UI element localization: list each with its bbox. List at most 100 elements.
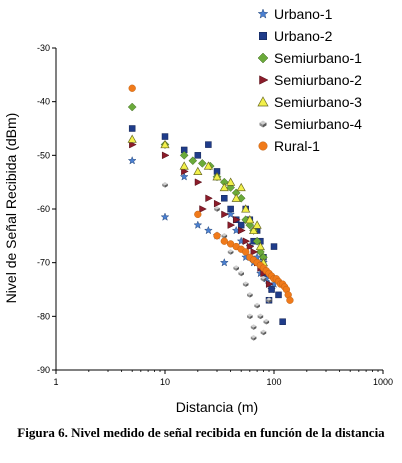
cube-left <box>214 207 218 212</box>
data-point <box>227 249 234 255</box>
data-point <box>270 243 278 250</box>
data-point <box>227 205 234 213</box>
data-point <box>181 167 189 176</box>
cube-left <box>242 283 246 287</box>
chart-points <box>127 84 294 341</box>
data-point <box>226 177 236 186</box>
data-point <box>266 297 272 304</box>
cube-top <box>259 120 267 125</box>
data-point <box>193 166 203 175</box>
legend-marker <box>257 8 269 19</box>
data-point <box>247 292 253 298</box>
y-tick-label: -80 <box>37 311 50 321</box>
legend-label: Rural-1 <box>274 138 320 154</box>
legend-label: Semiurbano-3 <box>274 94 362 110</box>
cube-top <box>250 335 257 339</box>
data-point <box>252 236 262 246</box>
cube-right <box>263 277 267 282</box>
data-point <box>242 248 250 256</box>
scatter-chart: -30 -40 -50 -60 -70 -80 -901 10 100 1000 Urbano-1… <box>3 6 393 415</box>
x-tick-label: 1000 <box>373 377 393 387</box>
data-point <box>160 212 170 221</box>
data-point <box>212 172 222 181</box>
series-semiurbano-3 <box>127 134 269 267</box>
data-point <box>127 134 137 143</box>
series-semiurbano-4 <box>162 182 272 341</box>
cube-right <box>249 293 253 298</box>
data-point <box>160 139 170 149</box>
data-point <box>252 252 262 262</box>
cube-top <box>233 265 240 269</box>
data-point <box>221 210 229 219</box>
cube-left <box>247 293 250 298</box>
cube-top <box>221 233 228 237</box>
data-point <box>179 172 189 181</box>
cube-left <box>227 250 231 255</box>
data-point <box>231 193 241 202</box>
data-point <box>127 102 137 112</box>
data-point <box>127 155 137 165</box>
chart-legend: Urbano-1 Urbano-2 Semiurbano-1 Semiurbano-2… <box>257 6 362 154</box>
data-point <box>179 161 189 170</box>
x-axis-title: Distancia (m) <box>176 399 258 415</box>
x-tick-label: 100 <box>266 377 281 387</box>
cube-right <box>236 266 240 271</box>
cube-top <box>238 270 244 274</box>
y-tick-label: -40 <box>37 97 50 107</box>
data-point <box>193 220 203 229</box>
legend-marker <box>259 120 267 128</box>
data-point <box>275 291 282 299</box>
data-point <box>220 237 228 245</box>
y-tick-label: -50 <box>37 150 50 160</box>
data-point <box>128 125 136 132</box>
cube-right <box>241 272 244 277</box>
data-point <box>199 205 207 213</box>
legend-label: Urbano-1 <box>274 6 333 22</box>
data-point <box>260 275 267 282</box>
legend-marker <box>258 141 268 151</box>
data-point <box>249 225 259 235</box>
cube-left <box>250 325 254 330</box>
data-point <box>161 151 170 160</box>
data-point <box>238 226 246 235</box>
data-point <box>128 84 136 92</box>
series-rural-1 <box>128 84 294 304</box>
cube-right <box>260 315 264 320</box>
y-tick-label: -30 <box>37 43 50 53</box>
y-axis-title: Nivel de Señal Recibida (dBm) <box>3 113 19 304</box>
cube-top <box>263 318 270 323</box>
data-point <box>279 318 286 325</box>
data-point <box>241 204 251 213</box>
data-point <box>245 215 255 224</box>
data-point <box>286 296 294 304</box>
legend-marker <box>257 96 269 107</box>
x-tick-label: 10 <box>160 377 170 387</box>
data-point <box>246 242 255 251</box>
cube-left <box>233 266 237 271</box>
cube-left <box>259 122 263 128</box>
cube-left <box>260 331 264 336</box>
cube-right <box>253 336 257 341</box>
data-point <box>203 225 213 235</box>
cube-right <box>263 331 267 336</box>
data-point <box>203 161 213 170</box>
cube-right <box>269 299 272 304</box>
data-point <box>250 324 257 330</box>
data-point <box>213 199 222 208</box>
data-point <box>213 232 221 240</box>
data-point <box>254 302 260 309</box>
cube-left <box>263 320 267 325</box>
data-point <box>194 152 202 159</box>
cube-left <box>260 277 264 282</box>
y-tick-label: -60 <box>37 204 50 214</box>
cube-right <box>230 250 234 255</box>
data-point <box>129 140 137 149</box>
data-point <box>226 209 236 219</box>
cube-top <box>260 329 267 333</box>
cube-right <box>257 304 260 309</box>
cube-right <box>263 122 267 128</box>
data-point <box>242 281 249 287</box>
cube-right <box>245 283 249 287</box>
x-tick-label: 1 <box>53 377 58 387</box>
cube-right <box>165 183 168 188</box>
